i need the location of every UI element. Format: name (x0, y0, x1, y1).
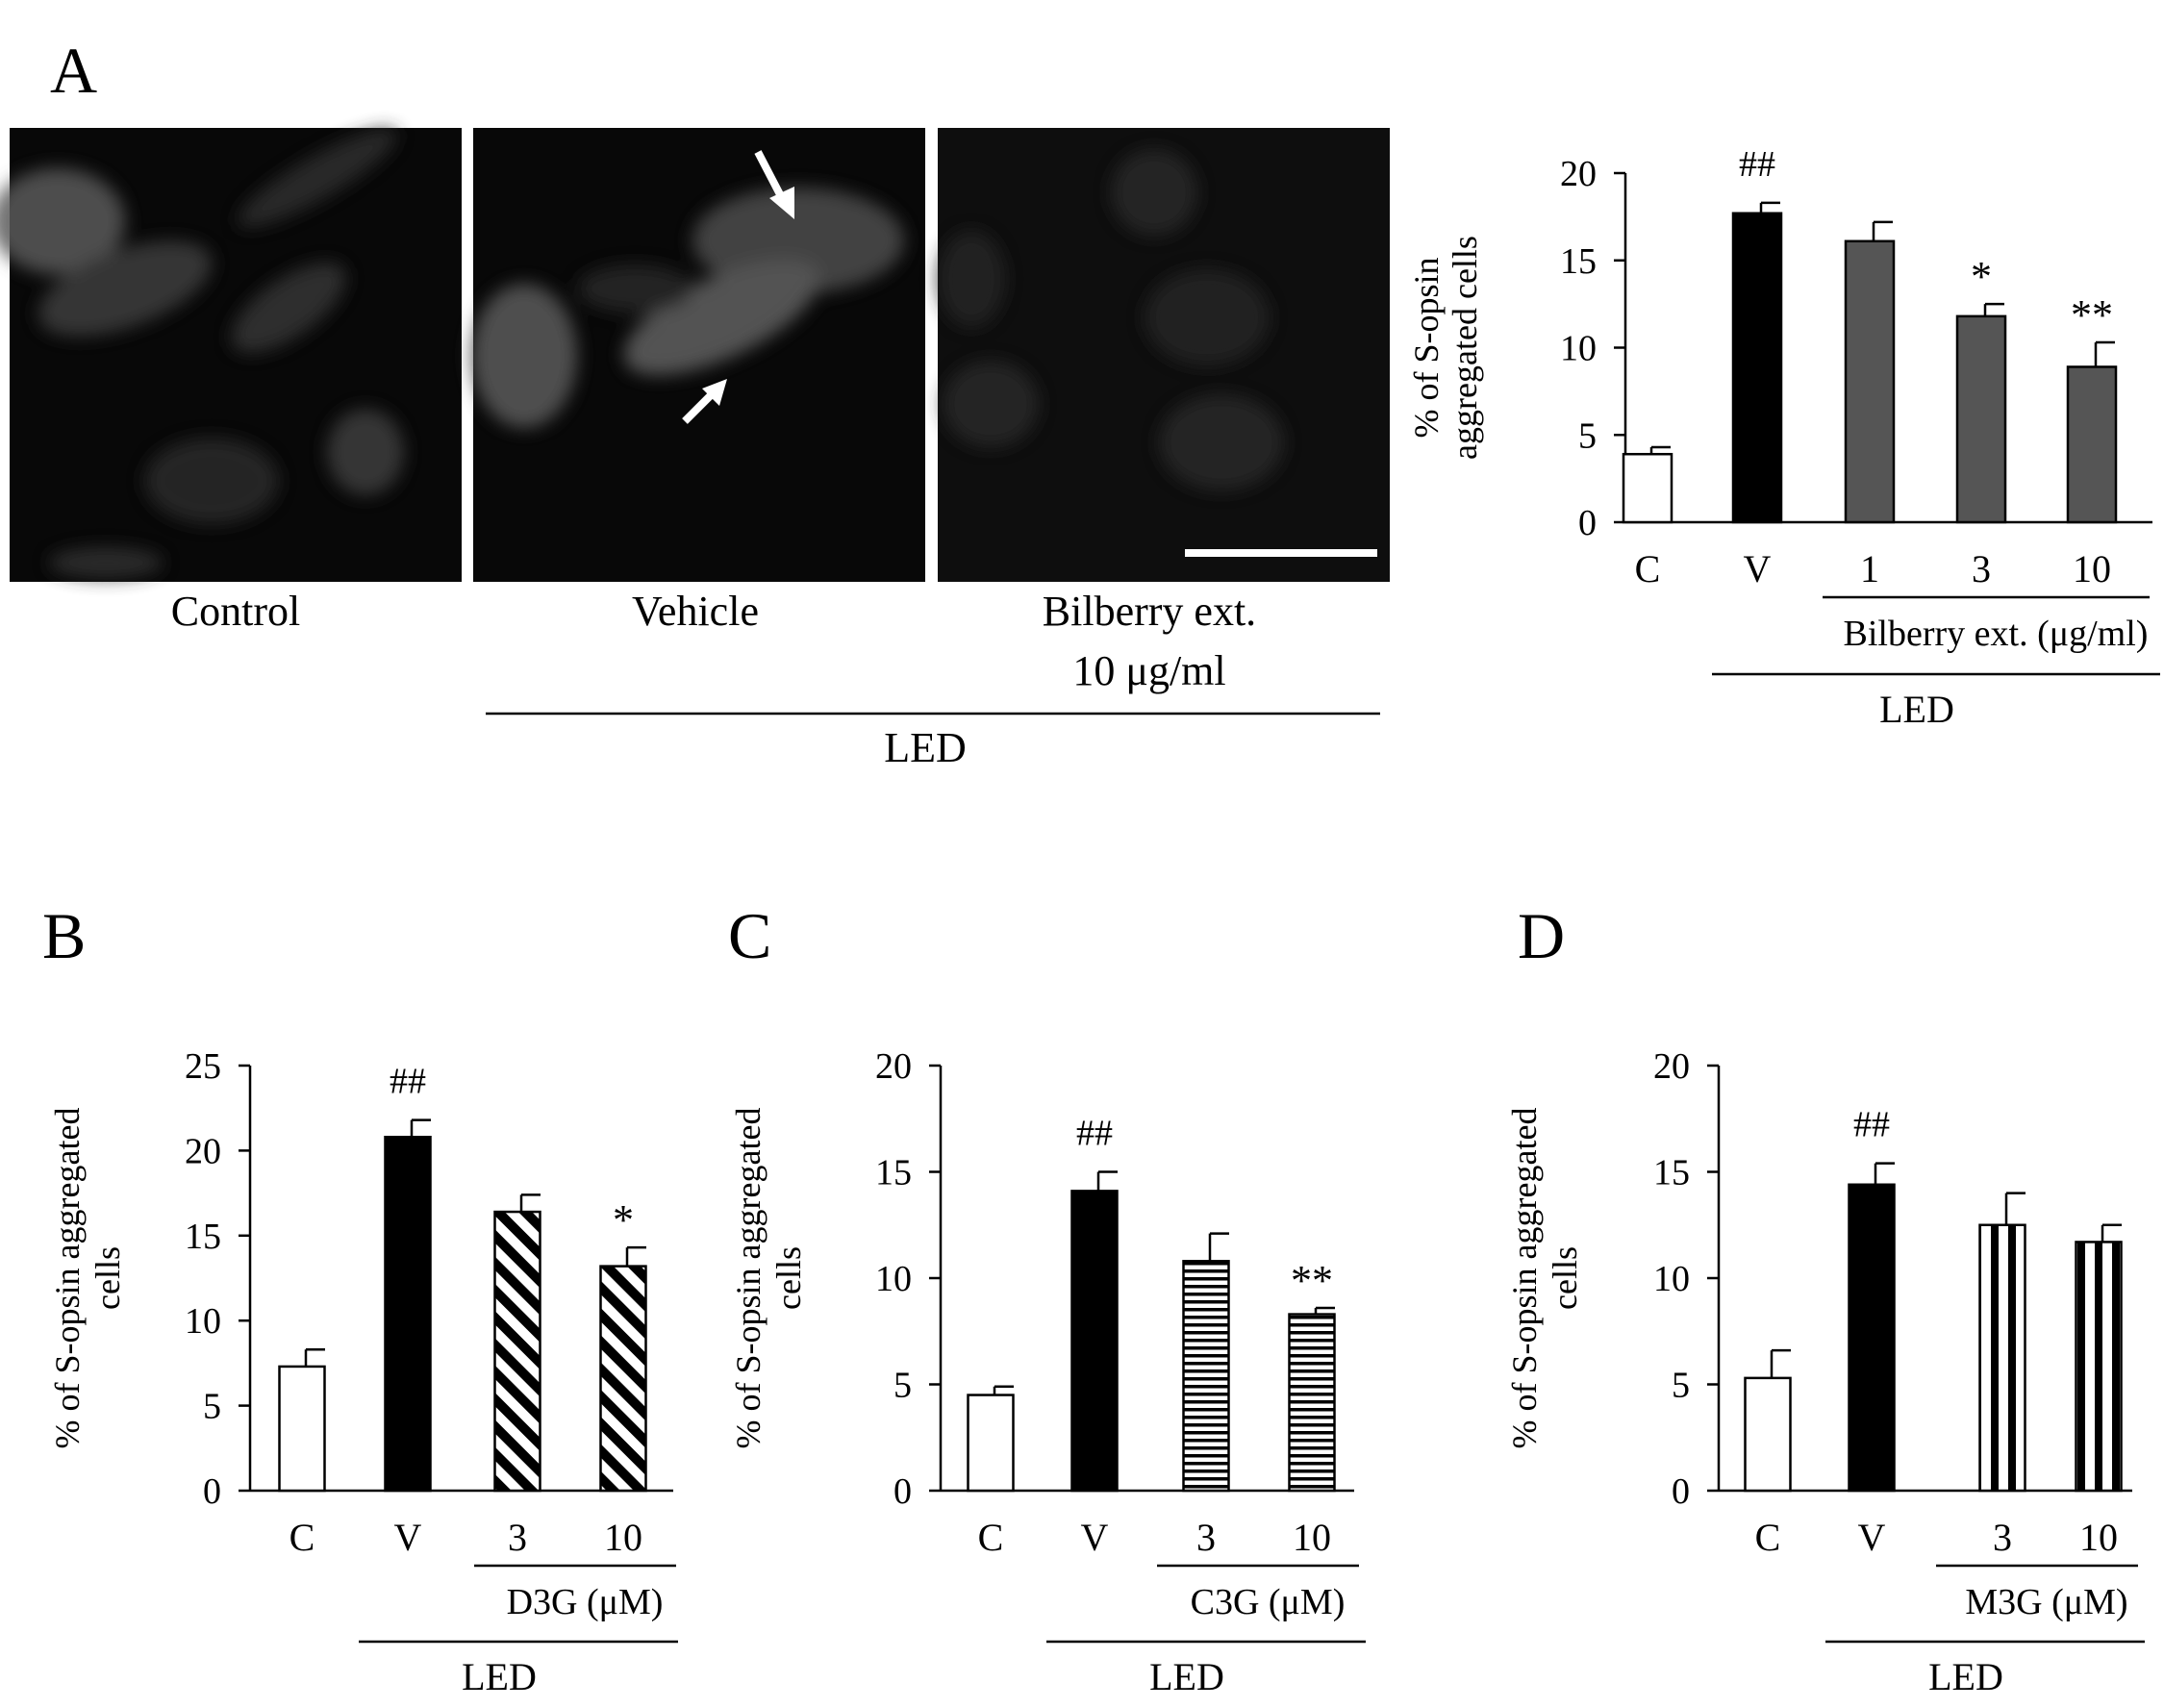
bar (1070, 1190, 1119, 1493)
chart-d: 0 5 10 15 20 % of S-opsin aggregated cells C ## V… (1505, 1046, 2145, 1698)
x-tick-label: C (978, 1516, 1004, 1559)
y-tick-label: 0 (893, 1471, 912, 1512)
x-tick-label: V (1744, 547, 1772, 590)
micrograph-label-bilberry-dose: 10 μg/ml (1072, 647, 1225, 694)
x-tick-label: C (1635, 547, 1661, 590)
bar (1955, 314, 2007, 524)
y-tick-label: 10 (1653, 1259, 1690, 1299)
arrow-icon (682, 379, 727, 424)
y-tick-label: 5 (1578, 415, 1597, 456)
significance-marker: * (613, 1196, 634, 1243)
y-tick-label: 10 (875, 1259, 912, 1299)
x-tick-label: 10 (1293, 1516, 1331, 1559)
group-label: LED (1149, 1655, 1224, 1698)
significance-marker: ** (2071, 291, 2113, 339)
y-tick-label: 10 (1560, 329, 1597, 369)
y-tick-label: 20 (185, 1131, 221, 1171)
y-tick-label: 15 (1653, 1153, 1690, 1193)
y-axis-title: % of S-opsin aggregated (729, 1108, 767, 1449)
micrograph-label-vehicle: Vehicle (632, 588, 759, 635)
x-tick-label: 10 (2079, 1516, 2118, 1559)
y-tick-label: 0 (1672, 1471, 1690, 1512)
bar (384, 1136, 432, 1493)
significance-marker: ## (1853, 1105, 1890, 1145)
y-tick-label: 0 (203, 1471, 221, 1512)
significance-marker: ## (1739, 144, 1775, 185)
x-tick-label: 1 (1860, 547, 1879, 590)
panel-label-d: D (1518, 899, 1565, 972)
y-tick-label: 15 (875, 1153, 912, 1193)
y-tick-label: 10 (185, 1301, 221, 1342)
bar (967, 1394, 1015, 1493)
micrograph-label-control: Control (171, 588, 300, 635)
bar (1744, 1376, 1792, 1493)
x-tick-label: 3 (508, 1516, 527, 1559)
y-axis-title: cells (88, 1246, 127, 1310)
bar (1848, 1183, 1896, 1493)
y-axis-title: % of S-opsin aggregated (1505, 1108, 1544, 1449)
treatment-label: C3G (μM) (1191, 1582, 1346, 1622)
panel-label-a: A (50, 34, 97, 107)
bar (1978, 1223, 2026, 1493)
y-tick-label: 20 (1560, 154, 1597, 194)
bar (1182, 1260, 1230, 1493)
micrograph-vehicle (471, 128, 925, 582)
bar (2075, 1241, 2123, 1493)
y-tick-label: 5 (203, 1387, 221, 1427)
y-axis-title: aggregated cells (1446, 236, 1484, 460)
arrow-icon (754, 150, 794, 219)
x-tick-label: 10 (2073, 547, 2111, 590)
x-tick-label: 3 (1972, 547, 1991, 590)
significance-marker: ## (390, 1062, 426, 1102)
bar (599, 1265, 647, 1493)
bar (1844, 239, 1896, 524)
treatment-label: M3G (μM) (1965, 1582, 2127, 1622)
micrograph-control (0, 128, 462, 582)
panel-label-c: C (728, 899, 771, 972)
x-tick-label: 10 (604, 1516, 642, 1559)
micrograph-group-label: LED (884, 724, 967, 771)
x-tick-label: V (1858, 1516, 1886, 1559)
chart-c: 0 5 10 15 20 % of S-opsin aggregated cells C ## V… (729, 1046, 1366, 1698)
x-tick-label: C (1755, 1516, 1781, 1559)
y-axis-title: cells (1546, 1246, 1584, 1310)
y-tick-label: 25 (185, 1046, 221, 1087)
micrograph-label-bilberry: Bilberry ext. (1043, 588, 1256, 635)
significance-marker: * (1971, 253, 1992, 300)
bar (1288, 1313, 1336, 1493)
chart-a: 0 5 10 15 20 % of S-opsin aggregated cells C ## V… (1407, 144, 2160, 731)
y-tick-label: 20 (1653, 1046, 1690, 1087)
y-tick-label: 20 (875, 1046, 912, 1087)
y-axis-title: % of S-opsin (1407, 258, 1446, 439)
bar (1622, 452, 1673, 524)
x-tick-label: 3 (1196, 1516, 1216, 1559)
y-axis-title: % of S-opsin aggregated (48, 1108, 87, 1449)
group-label: LED (1928, 1655, 2003, 1698)
y-tick-label: 15 (1560, 241, 1597, 282)
bar (2066, 365, 2118, 524)
x-tick-label: C (289, 1516, 315, 1559)
scale-bar (1185, 549, 1377, 557)
bar (1731, 212, 1783, 524)
bar (493, 1210, 541, 1493)
bar (278, 1365, 326, 1493)
x-tick-label: 3 (1993, 1516, 2012, 1559)
chart-b: 0 5 10 15 20 25 % of S-opsin aggregated cells C #… (48, 1046, 678, 1698)
micrograph-bilberry (938, 128, 1390, 582)
y-tick-label: 15 (185, 1217, 221, 1257)
y-tick-label: 5 (1672, 1366, 1690, 1406)
panel-label-b: B (42, 899, 86, 972)
significance-marker: ** (1291, 1257, 1333, 1304)
y-axis-title: cells (769, 1246, 808, 1310)
group-label: LED (1879, 688, 1954, 731)
x-tick-label: V (394, 1516, 422, 1559)
group-label: LED (462, 1655, 537, 1698)
treatment-label: Bilberry ext. (μg/ml) (1844, 614, 2149, 654)
y-tick-label: 0 (1578, 503, 1597, 543)
x-tick-label: V (1081, 1516, 1109, 1559)
treatment-label: D3G (μM) (507, 1582, 664, 1622)
y-tick-label: 5 (893, 1366, 912, 1406)
significance-marker: ## (1076, 1114, 1113, 1154)
